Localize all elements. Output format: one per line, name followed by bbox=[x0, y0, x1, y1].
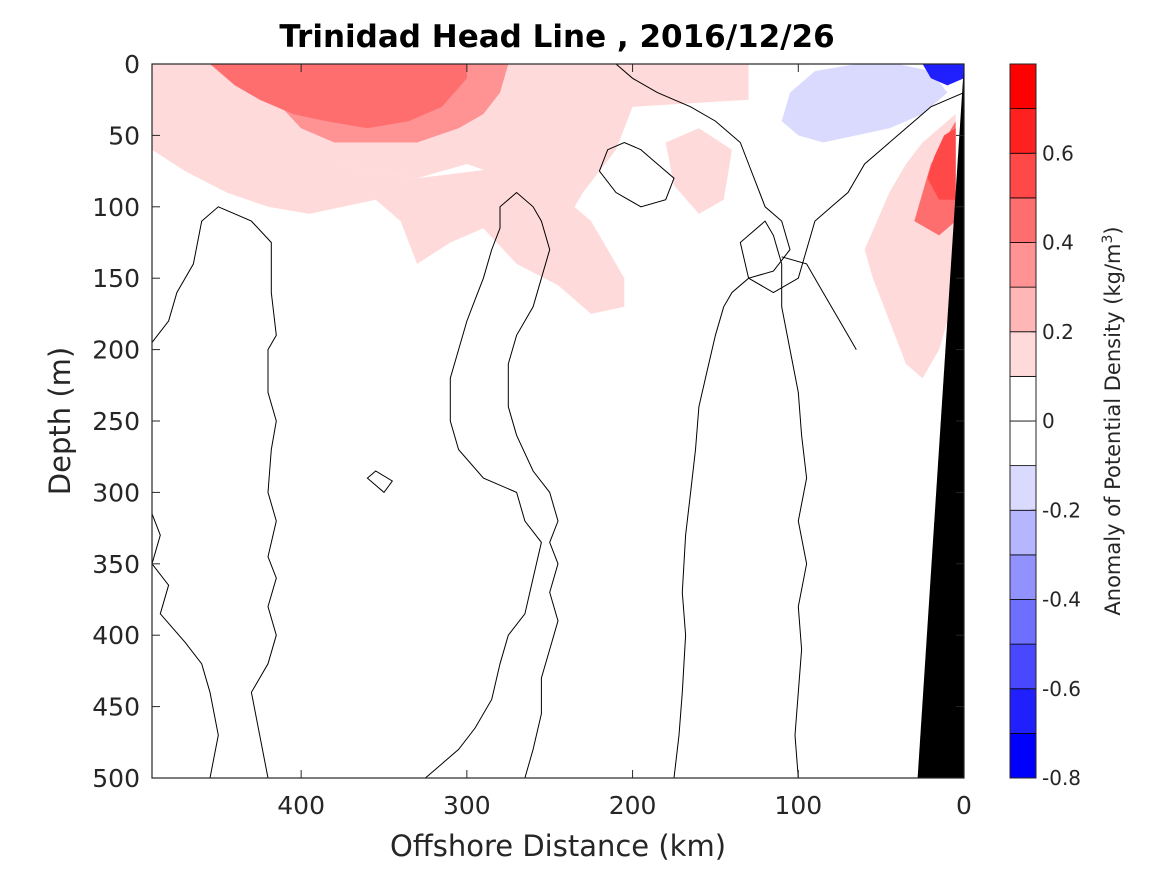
colorbar-level bbox=[1009, 375, 1037, 422]
zero-contour-loop-0 bbox=[598, 141, 675, 208]
colorbar-level bbox=[1009, 286, 1037, 333]
zero-contour-line-3 bbox=[615, 64, 791, 778]
y-tick-label: 150 bbox=[92, 264, 140, 293]
colorbar-level bbox=[1009, 242, 1037, 288]
chart-title: Trinidad Head Line , 2016/12/26 bbox=[279, 19, 834, 55]
anomaly-region-10 bbox=[922, 64, 964, 86]
zero-contour-layer bbox=[152, 64, 964, 778]
y-tick-label: 100 bbox=[92, 193, 140, 222]
zero-contour-loop-1 bbox=[366, 470, 394, 494]
colorbar-label: Anomaly of Potential Density (kg/m3) bbox=[1100, 226, 1125, 615]
colorbar-level bbox=[1009, 688, 1037, 734]
y-tick-label: 0 bbox=[124, 50, 140, 79]
y-tick-label: 300 bbox=[92, 478, 140, 507]
anomaly-region-1 bbox=[491, 64, 575, 150]
y-axis-label: Depth (m) bbox=[43, 347, 77, 495]
x-tick-label: 0 bbox=[956, 791, 972, 820]
colorbar-levels bbox=[1009, 63, 1037, 779]
zero-contour-line-4 bbox=[739, 92, 964, 778]
anomaly-region-3 bbox=[210, 64, 467, 129]
colorbar-tick-label: 0.2 bbox=[1042, 320, 1074, 344]
seafloor-topography bbox=[917, 64, 964, 778]
y-axis-ticks: 0 50 100 150 200 250 300 350 400 450 500 bbox=[92, 50, 964, 793]
colorbar: -0.8 -0.6 -0.4 -0.2 0 0.2 0.4 0.6 Anomaly of Po… bbox=[1009, 63, 1125, 790]
y-tick-label: 400 bbox=[92, 621, 140, 650]
zero-contour-line-1 bbox=[152, 206, 277, 778]
plot-area bbox=[151, 63, 965, 779]
colorbar-ticks: -0.8 -0.6 -0.4 -0.2 0 0.2 0.4 0.6 bbox=[1031, 141, 1081, 790]
anomaly-region-4 bbox=[152, 149, 625, 314]
colorbar-level bbox=[1009, 643, 1037, 690]
colorbar-tick-label: -0.6 bbox=[1042, 677, 1081, 701]
colorbar-level bbox=[1009, 63, 1037, 110]
anomaly-fill-layer bbox=[152, 64, 964, 379]
y-tick-label: 50 bbox=[108, 121, 140, 150]
x-tick-label: 300 bbox=[443, 791, 491, 820]
colorbar-level bbox=[1009, 152, 1037, 199]
colorbar-level bbox=[1009, 732, 1037, 779]
colorbar-label-exp: 3 bbox=[1100, 235, 1116, 244]
colorbar-tick-label: -0.8 bbox=[1042, 766, 1081, 790]
colorbar-level bbox=[1009, 331, 1037, 377]
y-tick-label: 450 bbox=[92, 693, 140, 722]
zero-contour-line-2 bbox=[425, 191, 559, 778]
x-axis-label: Offshore Distance (km) bbox=[390, 829, 726, 863]
colorbar-tick-label: -0.4 bbox=[1042, 588, 1081, 612]
y-tick-label: 200 bbox=[92, 336, 140, 365]
colorbar-tick-label: 0.4 bbox=[1042, 231, 1074, 255]
anomaly-region-8 bbox=[927, 128, 956, 200]
y-tick-label: 350 bbox=[92, 550, 140, 579]
x-axis-ticks: 400 300 200 100 0 bbox=[277, 64, 972, 820]
colorbar-tick-label: 0.6 bbox=[1042, 141, 1074, 165]
colorbar-level bbox=[1009, 599, 1037, 645]
colorbar-level bbox=[1009, 465, 1037, 511]
colorbar-level bbox=[1009, 108, 1037, 154]
x-tick-label: 100 bbox=[774, 791, 822, 820]
anomaly-region-9 bbox=[781, 64, 948, 143]
colorbar-label-text: Anomaly of Potential Density (kg/m bbox=[1101, 244, 1125, 616]
y-tick-label: 250 bbox=[92, 407, 140, 436]
x-tick-label: 400 bbox=[277, 791, 325, 820]
colorbar-level bbox=[1009, 554, 1037, 600]
x-tick-label: 200 bbox=[609, 791, 657, 820]
colorbar-level bbox=[1009, 420, 1037, 467]
colorbar-level bbox=[1009, 197, 1037, 243]
seafloor-layer bbox=[917, 64, 964, 778]
colorbar-tick-label: -0.2 bbox=[1042, 498, 1081, 522]
colorbar-level bbox=[1009, 509, 1037, 556]
y-tick-label: 500 bbox=[92, 764, 140, 793]
colorbar-label-close: ) bbox=[1101, 226, 1125, 234]
zero-contour-line-5 bbox=[781, 256, 857, 350]
colorbar-tick-label: 0 bbox=[1042, 409, 1055, 433]
anomaly-region-5 bbox=[665, 128, 732, 214]
